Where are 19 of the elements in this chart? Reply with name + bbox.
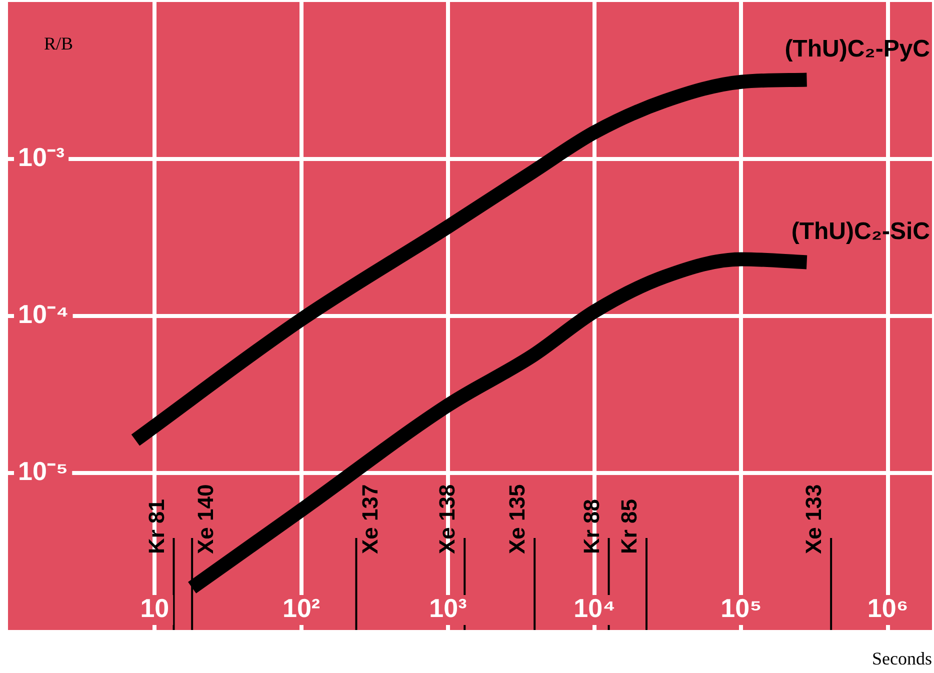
x-tick-label: 10⁵: [720, 593, 762, 624]
y-tick-label: 10⁻⁵: [18, 456, 68, 486]
ref-line-label: Xe 138: [434, 484, 460, 554]
ref-line-label: Xe 137: [357, 484, 382, 554]
x-tick-label: 10⁶: [867, 593, 908, 624]
y-axis-title: R/B: [44, 34, 74, 54]
ref-line-label: Kr 88: [578, 498, 604, 554]
y-tick-label: 10⁻³: [18, 142, 65, 172]
ref-line-label: Kr 81: [144, 498, 169, 554]
x-tick-label: 10³: [429, 593, 468, 624]
x-tick-label: 10²: [282, 593, 320, 624]
x-tick-label: 10⁴: [574, 593, 616, 624]
x-tick-label: 10: [140, 593, 170, 624]
y-tick-label: 10⁻⁴: [18, 299, 69, 330]
x-axis-title: Seconds: [872, 648, 932, 669]
ref-line-label: Xe 140: [193, 484, 218, 554]
ref-line-label: Xe 135: [504, 484, 530, 554]
ref-line-label: Kr 85: [616, 498, 642, 554]
ref-line-label: Xe 133: [801, 484, 826, 554]
